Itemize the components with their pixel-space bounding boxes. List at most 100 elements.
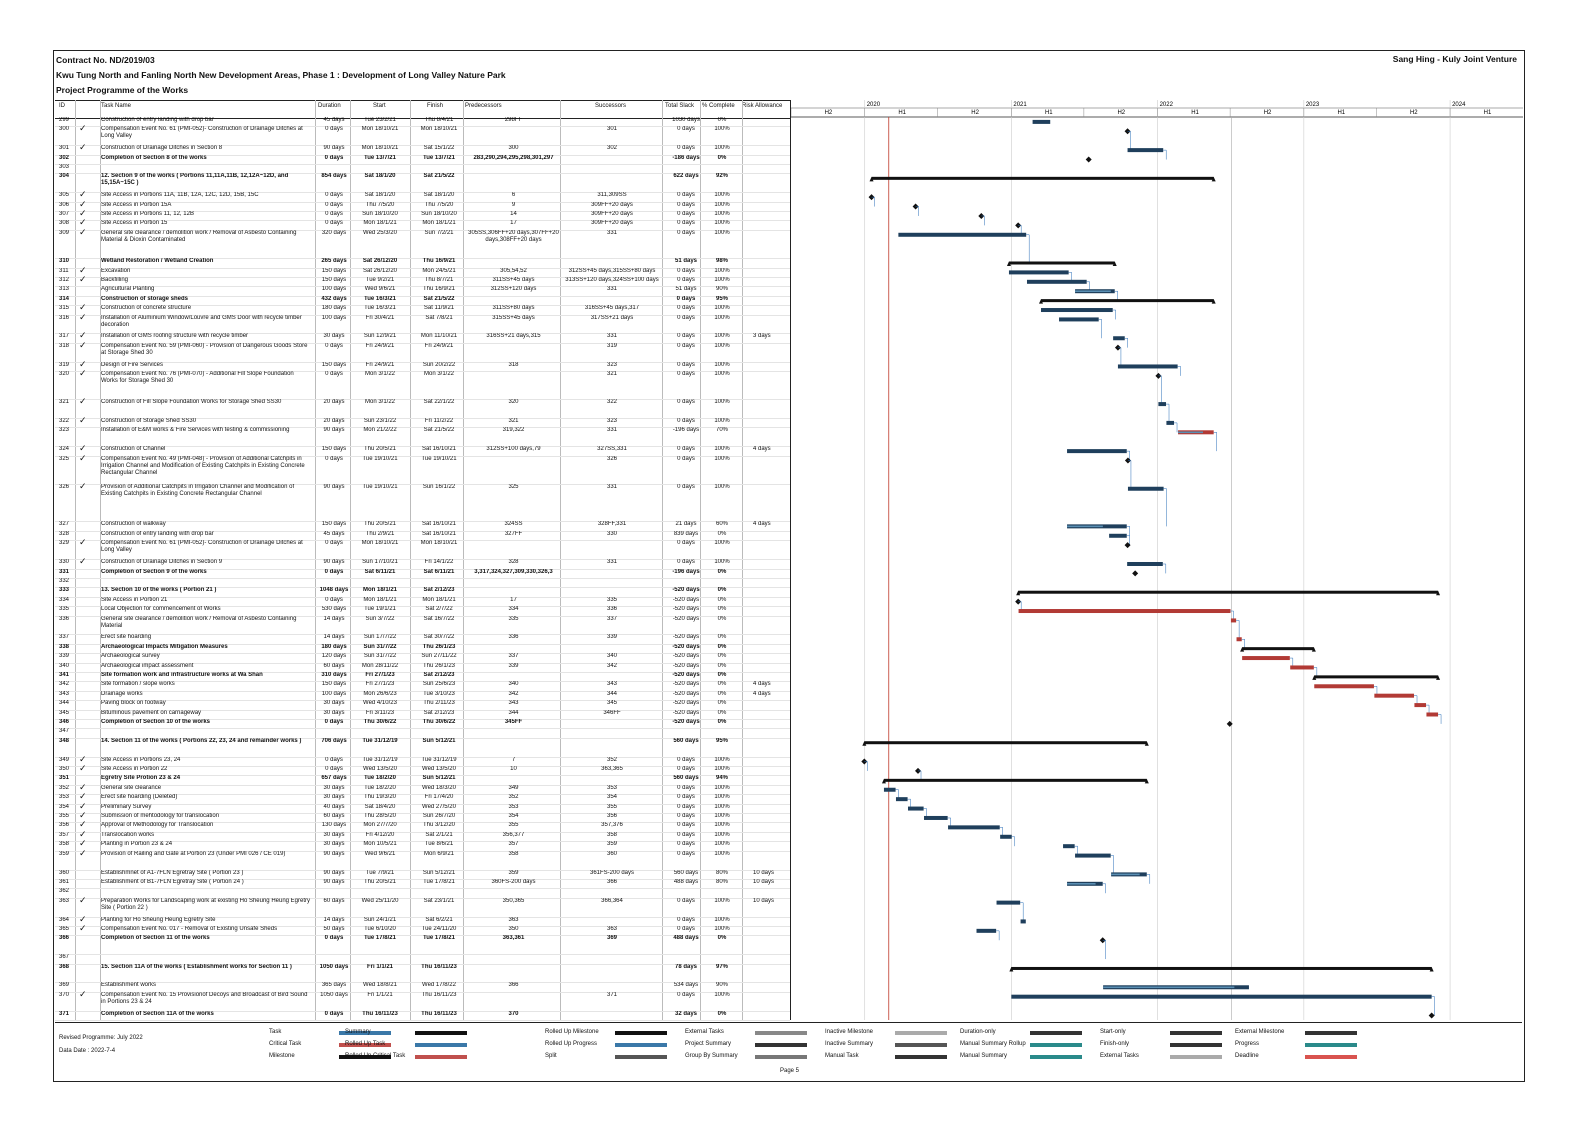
col-complete: % Complete	[702, 103, 735, 109]
table-row[interactable]: 330 Construction of Drainage Ditches in S…	[55, 558, 790, 570]
table-row[interactable]: 320 Compensation Event No. 76 (PMI-070) -…	[55, 370, 790, 401]
table-row[interactable]: 306 Site Access in Portion 15A 0 days Thu 7…	[55, 201, 790, 213]
table-row[interactable]: 317 Installation of GMS roofing structure…	[55, 332, 790, 344]
table-row[interactable]: 337 Erect site hoarding 14 days Sun 17/7/22…	[55, 634, 790, 645]
task-risk	[753, 813, 793, 822]
dependency-link	[895, 789, 899, 800]
table-row[interactable]: 350 Site Access in Portion 22 0 days Wed 13…	[55, 765, 790, 777]
table-row[interactable]: 309 General site clearance / demolition w…	[55, 229, 790, 260]
table-row[interactable]: 308 Site Access in Portion 15 0 days Mon 18…	[55, 219, 790, 231]
table-row[interactable]: 371 Completion of Section 11A of the work…	[55, 1011, 790, 1021]
table-row[interactable]: 360 Establishmnet of A1-7FLN Egretray Sit…	[55, 870, 790, 880]
table-row[interactable]: 333 13. Section 10 of the works ( Portion…	[55, 587, 790, 598]
table-row[interactable]: 304 12. Section 9 of the works ( Portions…	[55, 173, 790, 194]
table-row[interactable]: 354 Preliminary Survey 40 days Sat 18/4/20 W…	[55, 803, 790, 815]
table-row[interactable]: 347	[55, 728, 790, 739]
table-row[interactable]: 316 Installation of Aluminium Window/Louv…	[55, 314, 790, 335]
task-finish: Mon 18/1/21	[422, 596, 456, 603]
table-row[interactable]: 368 15. Section 11A of the works ( Establ…	[55, 964, 790, 984]
table-row[interactable]: 325 Compensation Event No. 49 (PMI-048) -…	[55, 455, 790, 485]
table-row[interactable]: 324 Construction of Channel 150 days Thu 20…	[55, 445, 790, 457]
table-row[interactable]: 364 Planting for Ho Sheung Heung Egretry …	[55, 916, 790, 927]
table-row[interactable]: 319 Design of Fire Services 150 days Fri 24…	[55, 361, 790, 372]
table-row[interactable]: 332	[55, 578, 790, 589]
table-row[interactable]: 300 Compensation Event No. 61 (PMI-052)- …	[55, 125, 790, 147]
table-row[interactable]: 299 Construction of entry landing with dr…	[55, 117, 790, 128]
table-row[interactable]: 370 Compensation Event No. 15 Provisionof…	[55, 991, 790, 1012]
dependency-link	[923, 808, 927, 818]
task-successors: 366,364	[601, 897, 623, 904]
task-id: 311	[59, 267, 69, 274]
table-row[interactable]: 346 Completion of Section 10 of the works…	[55, 719, 790, 730]
table-row[interactable]: 334 Site Access in Portion 21 0 days Mon 18…	[55, 596, 790, 608]
table-row[interactable]: 312 Backfilling 150 days Tue 9/2/21 Thu 8/7/…	[55, 276, 790, 288]
table-row[interactable]: 365 Compensation Event No. 017 - Removal …	[55, 925, 790, 937]
table-row[interactable]: 344 Paving block on footway 30 days Wed 4/1…	[55, 700, 790, 711]
task-slack: 51 days	[674, 258, 698, 265]
task-finish: Sun 26/7/20	[422, 813, 456, 820]
table-row[interactable]: 311 Excavation 150 days Sat 26/12/20 Mon 24/…	[55, 267, 790, 278]
task-id: 340	[59, 662, 70, 669]
table-row[interactable]: 335 Local Objection for commencement of W…	[55, 606, 790, 617]
table-row[interactable]: 341 Site formation work and infrastructur…	[55, 672, 790, 683]
table-row[interactable]: 367	[55, 954, 790, 965]
table-row[interactable]: 357 Translocation works 30 days Fri 4/12/20…	[55, 831, 790, 843]
table-row[interactable]: 318 Compensation Event No. 59 (PMI-060) -…	[55, 342, 790, 363]
task-duration: 0 days	[325, 455, 343, 462]
table-row[interactable]: 301 Construction of Drainage Ditches in S…	[55, 144, 790, 156]
task-successors: 322	[606, 399, 617, 406]
table-row[interactable]: 314 Construction of storage sheds 432 days…	[55, 295, 790, 307]
summary-bar	[871, 176, 1214, 180]
dependency-link	[1102, 939, 1106, 960]
table-row[interactable]: 331 Completion of Section 9 of the works 0…	[55, 569, 790, 579]
table-row[interactable]: 340 Archaeological impact assessment 60 da…	[55, 663, 790, 673]
task-duration: 432 days	[321, 295, 347, 302]
dependency-link	[1230, 610, 1234, 621]
table-row[interactable]: 322 Construction of Storage Shed SS30 20 d…	[55, 417, 790, 429]
table-row[interactable]: 356 Approval of Methodology for Transloca…	[55, 821, 790, 833]
table-row[interactable]: 366 Completion of Section 11 of the works…	[55, 935, 790, 956]
table-row[interactable]: 321 Construction of Fill Slope Foundation…	[55, 398, 790, 419]
table-row[interactable]: 310 Wetland Restoration / Wetland Creatio…	[55, 258, 790, 269]
table-row[interactable]: 328 Construction of entry landing with dr…	[55, 531, 790, 542]
table-row[interactable]: 358 Planting in Portion 23 & 24 30 days Mon…	[55, 840, 790, 852]
table-row[interactable]: 359 Provision of Railing and Gate at Port…	[55, 850, 790, 871]
complete-check-icon: ✓	[79, 482, 87, 490]
table-row[interactable]: 343 Drainage works 100 days Mon 26/6/23 Tue …	[55, 691, 790, 702]
table-row[interactable]: 307 Site Access in Portions 11, 12, 12B 0 …	[55, 210, 790, 222]
table-row[interactable]: 363 Preparation Works for Landscaping wor…	[55, 897, 790, 918]
half-label: H2	[1117, 110, 1125, 116]
table-row[interactable]: 345 Bituminous pavement on carriageway 30 …	[55, 710, 790, 720]
table-row[interactable]: 326 Provision of Additional Catchpits in …	[55, 482, 790, 523]
table-row[interactable]: 313 Agricultural Planting 100 days Wed 9/6/…	[55, 286, 790, 297]
task-bar	[1000, 834, 1012, 839]
table-row[interactable]: 339 Archaeological survey 120 days Sun 31/7…	[55, 653, 790, 664]
task-slack: 0 days	[677, 305, 695, 312]
revised-programme: Revised Programme: July 2022	[59, 1035, 143, 1041]
table-row[interactable]: 342 Site formation / slope works 150 days F…	[55, 681, 790, 692]
table-row[interactable]: 327 Construction of walkway 150 days Thu 20…	[55, 521, 790, 532]
table-row[interactable]: 369 Establishment works 365 days Wed 18/8/2…	[55, 982, 790, 993]
table-row[interactable]: 315 Construction of concrete structure 180…	[55, 304, 790, 316]
table-row[interactable]: 353 Erect site hoarding (Deleted) 30 days T…	[55, 793, 790, 805]
table-row[interactable]: 362	[55, 888, 790, 899]
task-predecessors: 10	[510, 766, 517, 773]
table-row[interactable]: 323 Installation of E&M works & Fire Serv…	[55, 427, 790, 448]
table-row[interactable]: 305 Site Access in Portions 11A, 11B, 12A…	[55, 191, 790, 203]
table-row[interactable]: 336 General site clearance / demolition w…	[55, 616, 790, 636]
task-predecessors	[465, 164, 562, 173]
table-row[interactable]: 329 Compensation Event No. 61 (PMI-052)- …	[55, 539, 790, 561]
table-row[interactable]: 351 Egretry Site Protion 23 & 24 657 days T…	[55, 775, 790, 786]
table-row[interactable]: 349 Site Access in Portions 23, 24 0 days T…	[55, 756, 790, 768]
table-row[interactable]: 355 Submission of mehtodology for translo…	[55, 812, 793, 824]
milestone-marker	[1124, 542, 1131, 549]
table-row[interactable]: 303	[55, 164, 790, 175]
table-row[interactable]: 338 Archaeological Impacts Mitigation Mea…	[55, 644, 790, 655]
task-slack: 0 days	[677, 220, 695, 227]
task-bar	[1041, 308, 1113, 313]
table-row[interactable]: 352 General site clearance 30 days Tue 18/2…	[55, 784, 790, 796]
table-row[interactable]: 361 Establishment of B1-7FLN Egretray Sit…	[55, 879, 790, 890]
table-row[interactable]: 348 14. Section 11 of the works ( Portion…	[55, 738, 790, 758]
table-row[interactable]: 302 Completion of Section 8 of the works 0…	[55, 155, 790, 166]
task-duration: 0 days	[325, 342, 343, 349]
